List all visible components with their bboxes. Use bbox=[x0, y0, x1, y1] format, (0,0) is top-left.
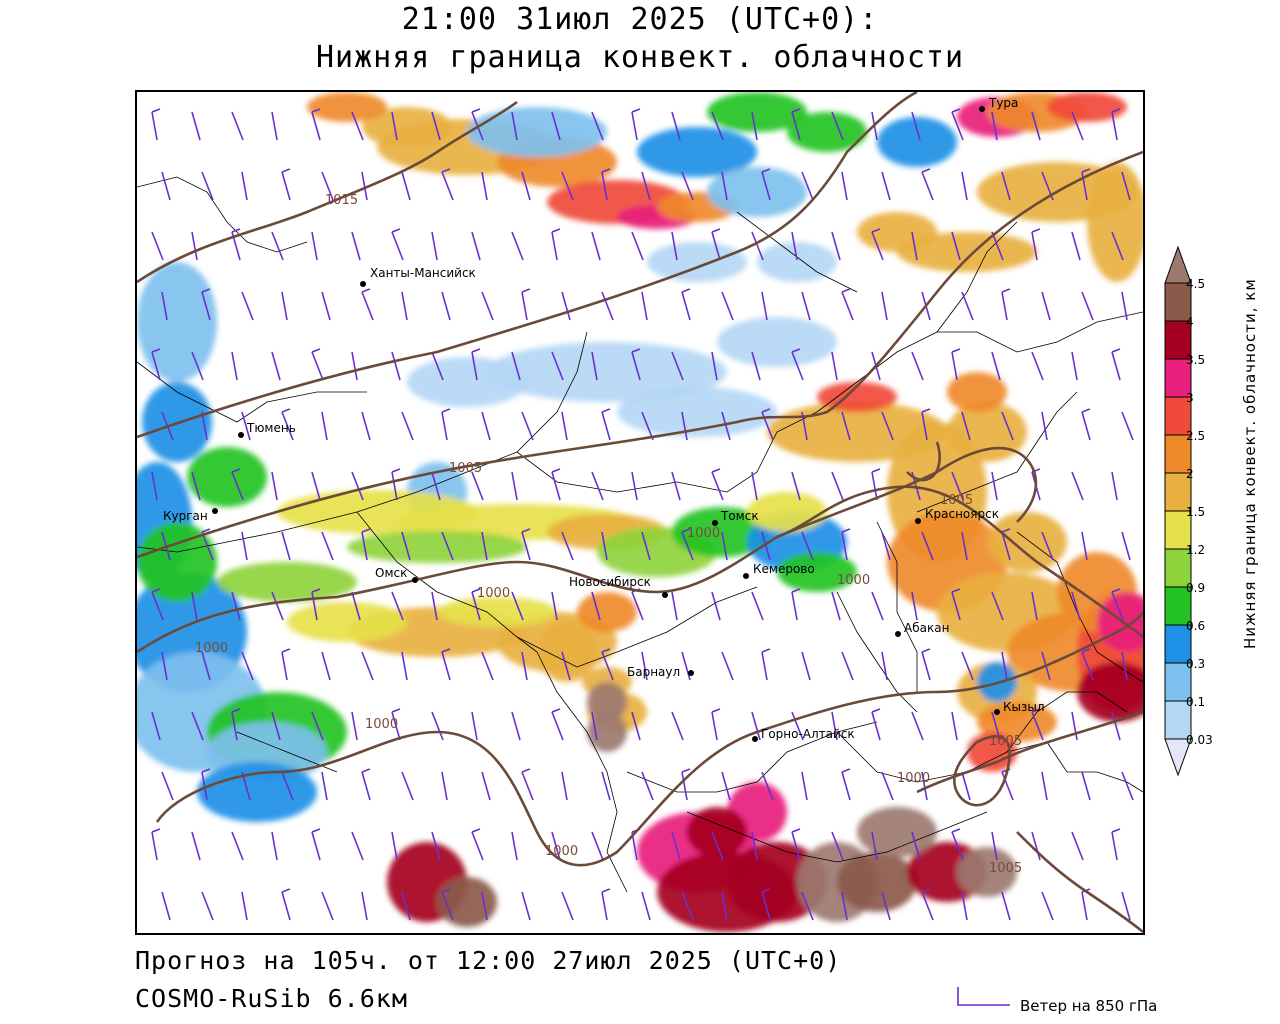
city-label: Новосибирск bbox=[569, 575, 651, 589]
isobar-label: 1015 bbox=[325, 193, 358, 208]
colorbar-band bbox=[1164, 472, 1192, 512]
colorbar-band bbox=[1164, 434, 1192, 474]
colorbar-title: Нижняя граница конвект. облачности, км bbox=[1241, 278, 1259, 649]
cities: Тура Ханты-Мансийск Тюмень Курган Омск Новоси… bbox=[163, 96, 1045, 742]
city-marker bbox=[752, 736, 758, 742]
model-name: COSMO-RuSib 6.6км bbox=[135, 984, 408, 1013]
city-label: Курган bbox=[163, 509, 208, 523]
colorbar-band bbox=[1164, 624, 1192, 664]
colorbar-tick-label: 4.5 bbox=[1186, 277, 1206, 291]
map-canvas: 1015 1005 1000 1000 1000 1000 1000 1000 1005 1005… bbox=[137, 92, 1143, 933]
isobar-label: 1000 bbox=[837, 573, 870, 588]
admin-borders bbox=[137, 176, 1143, 893]
city-marker bbox=[915, 518, 921, 524]
colorbar-tick-label: 3 bbox=[1186, 391, 1194, 405]
city-marker bbox=[212, 508, 218, 514]
wind-barb-icon bbox=[957, 987, 1010, 1006]
colorbar-tick-label: 1.2 bbox=[1186, 543, 1206, 557]
isobar-labels: 1015 1005 1000 1000 1000 1000 1000 1000 1005 1005… bbox=[195, 193, 1022, 876]
colorbar-tick-label: 1.5 bbox=[1186, 505, 1206, 519]
city-marker bbox=[412, 577, 418, 583]
colorbar-band bbox=[1164, 700, 1192, 740]
isobar-label: 1000 bbox=[195, 641, 228, 656]
city-marker bbox=[895, 631, 901, 637]
city-label: Горно-Алтайск bbox=[761, 727, 855, 741]
forecast-map: 1015 1005 1000 1000 1000 1000 1000 1000 1005 1005… bbox=[135, 90, 1145, 935]
colorbar-tick-label: 2 bbox=[1186, 467, 1194, 481]
isobar-label: 1005 bbox=[989, 734, 1022, 749]
colorbar-tick-label: 0.1 bbox=[1186, 695, 1206, 709]
city-marker bbox=[662, 592, 668, 598]
map-title: 21:00 31июл 2025 (UTC+0): bbox=[401, 2, 879, 37]
isobar-label: 1000 bbox=[365, 717, 398, 732]
map-subtitle: Нижняя граница конвект. облачности bbox=[315, 40, 965, 75]
city-label: Тура bbox=[988, 96, 1018, 110]
colorbar-tick-label: 0.9 bbox=[1186, 581, 1206, 595]
colorbar-tick-label: 4 bbox=[1186, 315, 1194, 329]
city-label: Кемерово bbox=[753, 562, 815, 576]
city-marker bbox=[712, 520, 718, 526]
city-label: Ханты-Мансийск bbox=[370, 266, 476, 280]
city-label: Тюмень bbox=[246, 421, 296, 435]
isobar-label: 1000 bbox=[687, 526, 720, 541]
isobars bbox=[137, 92, 1143, 933]
city-marker bbox=[743, 573, 749, 579]
colorbar-tick-label: 3.5 bbox=[1186, 353, 1206, 367]
city-marker bbox=[979, 106, 985, 112]
isobar-label: 1005 bbox=[940, 493, 973, 508]
colorbar-band bbox=[1164, 320, 1192, 360]
wind-legend-label: Ветер на 850 гПа bbox=[1020, 997, 1158, 1015]
city-label: Кызыл bbox=[1003, 700, 1045, 714]
isobar-label: 1000 bbox=[477, 586, 510, 601]
colorbar-band bbox=[1164, 396, 1192, 436]
city-label: Барнаул bbox=[627, 665, 680, 679]
colorbar-tick-label: 0.3 bbox=[1186, 657, 1206, 671]
colorbar-band bbox=[1164, 548, 1192, 588]
wind-legend: Ветер на 850 гПа bbox=[955, 985, 1215, 1015]
city-label: Омск bbox=[375, 566, 407, 580]
wind-barbs bbox=[151, 108, 1134, 921]
city-label: Красноярск bbox=[925, 507, 999, 521]
colorbar-tick-label: 0.6 bbox=[1186, 619, 1206, 633]
isobar-label: 1000 bbox=[897, 771, 930, 786]
city-label: Томск bbox=[720, 509, 759, 523]
isobar-label: 1005 bbox=[449, 461, 482, 476]
colorbar-band bbox=[1164, 282, 1192, 322]
colorbar-tick-label: 0.03 bbox=[1186, 733, 1213, 747]
isobar-label: 1005 bbox=[989, 861, 1022, 876]
forecast-info: Прогноз на 105ч. от 12:00 27июл 2025 (UT… bbox=[135, 946, 842, 975]
city-marker bbox=[688, 670, 694, 676]
colorbar-band bbox=[1164, 662, 1192, 702]
colorbar-band bbox=[1164, 586, 1192, 626]
city-marker bbox=[994, 709, 1000, 715]
city-marker bbox=[360, 281, 366, 287]
colorbar-band bbox=[1164, 510, 1192, 550]
city-marker bbox=[238, 432, 244, 438]
colorbar bbox=[1163, 245, 1193, 780]
city-label: Абакан bbox=[904, 621, 949, 635]
isobar-label: 1000 bbox=[545, 844, 578, 859]
cloud-base-field bbox=[137, 92, 1143, 932]
colorbar-tick-label: 2.5 bbox=[1186, 429, 1206, 443]
